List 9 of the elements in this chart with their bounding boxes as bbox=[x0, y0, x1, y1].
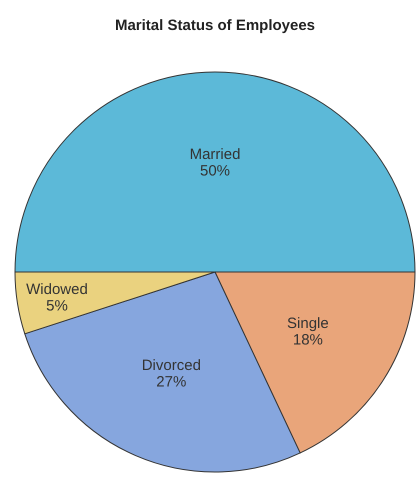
data-label: 5% bbox=[46, 298, 68, 315]
slice-label: Widowed bbox=[26, 281, 88, 298]
data-label: 50% bbox=[200, 162, 230, 180]
chart-title: Marital Status of Employees bbox=[114, 17, 316, 34]
slice-label: Married bbox=[190, 146, 240, 163]
data-label: 27% bbox=[156, 373, 186, 390]
data-label: 18% bbox=[292, 331, 323, 348]
slice-label: Single bbox=[287, 314, 329, 332]
slice-label: Divorced bbox=[142, 356, 201, 374]
